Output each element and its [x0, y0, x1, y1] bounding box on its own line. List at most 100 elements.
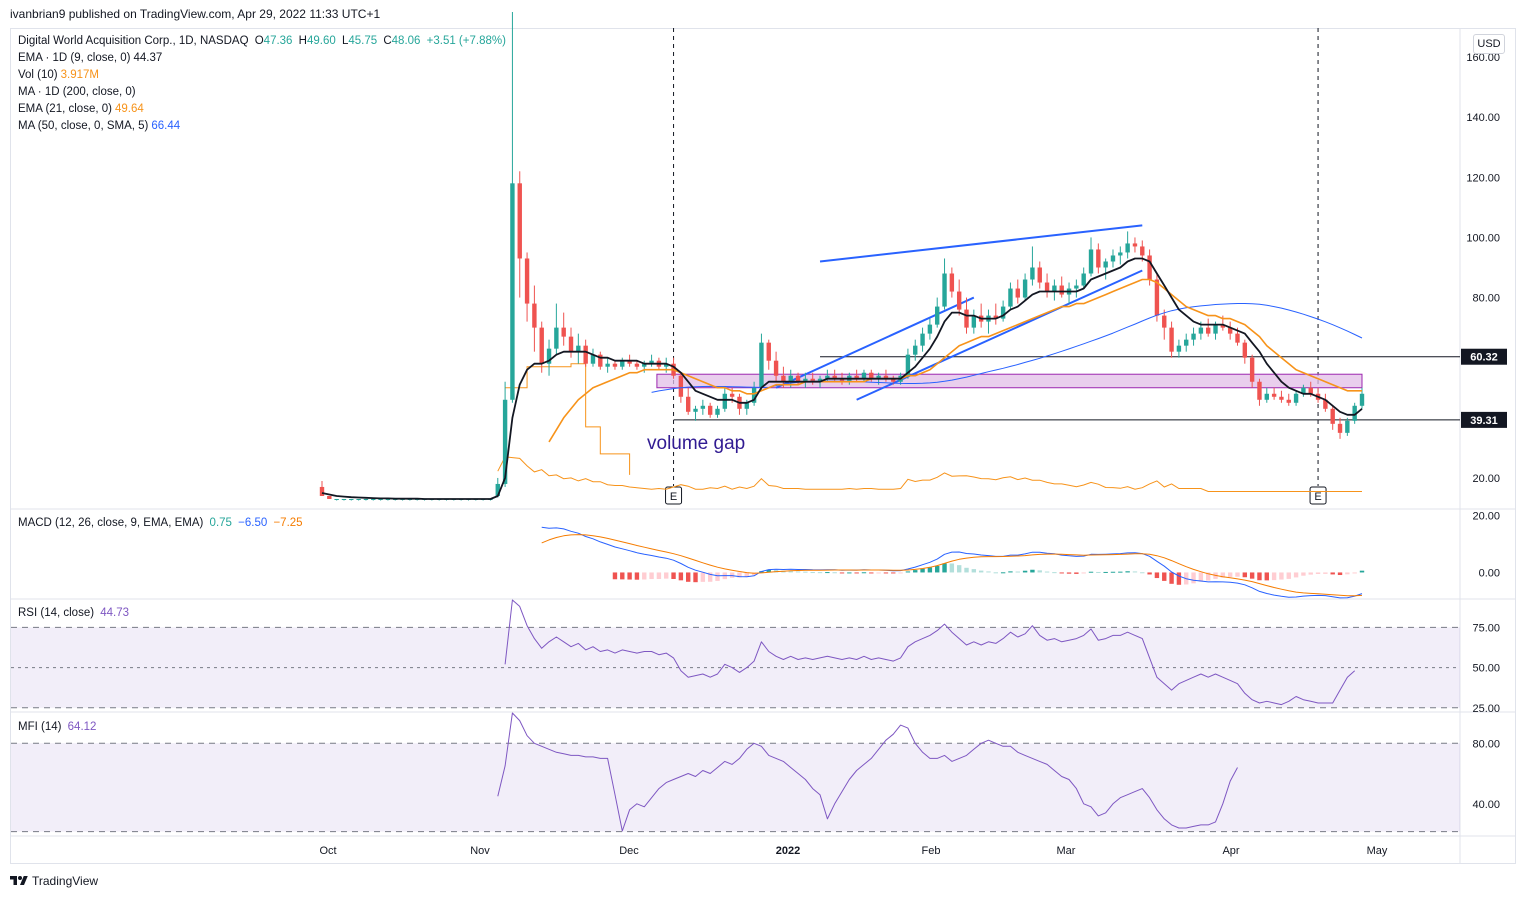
- candle: [341, 498, 347, 501]
- ema9-line: [321, 257, 1363, 500]
- mfi-legend[interactable]: MFI (14) 64.12: [18, 721, 96, 733]
- candle: [700, 399, 706, 415]
- candle: [1293, 390, 1299, 406]
- rsi-value: 44.73: [100, 607, 130, 619]
- macd-histogram-bar: [671, 572, 676, 580]
- macd-histogram-bar: [693, 572, 698, 583]
- candle: [561, 312, 566, 346]
- macd-histogram-bar: [825, 572, 830, 574]
- macd-histogram-bar: [1037, 570, 1042, 573]
- candle: [634, 360, 640, 370]
- candle-body: [1337, 423, 1343, 433]
- currency-button[interactable]: USD: [1473, 34, 1505, 54]
- ema9-legend[interactable]: EMA · 1D (9, close, 0) 44.37: [18, 52, 162, 64]
- macd-histogram-bar: [1220, 572, 1226, 578]
- candle: [1264, 387, 1269, 403]
- macd-histogram-bar: [810, 572, 815, 574]
- rsi-tick-label: 75.00: [1472, 622, 1500, 634]
- candle-body: [839, 378, 845, 382]
- candle: [1337, 417, 1343, 439]
- candle: [942, 258, 947, 310]
- earnings-marker-label: E: [1314, 491, 1321, 503]
- ma200-label: MA · 1D (200, close, 0): [18, 86, 136, 98]
- candle: [1352, 402, 1357, 424]
- high-value: 49.60: [306, 35, 336, 47]
- macd-histogram-bar: [1008, 571, 1013, 573]
- macd-histogram-bar: [1066, 572, 1072, 574]
- candle: [1154, 273, 1160, 322]
- candle: [927, 318, 933, 340]
- candle-body: [1279, 396, 1284, 400]
- volume-legend[interactable]: Vol (10) 3.917M: [18, 69, 99, 81]
- candle: [949, 267, 955, 298]
- candle: [598, 351, 603, 370]
- level-badge-label: 60.32: [1470, 352, 1498, 364]
- ema9-value: 44.37: [133, 52, 163, 64]
- candle: [1052, 279, 1057, 301]
- macd-signal-line: [541, 534, 1363, 597]
- macd-histogram-bar: [1337, 572, 1343, 576]
- candle-body: [883, 375, 889, 379]
- candle: [1257, 378, 1262, 406]
- macd-histogram-bar: [1140, 572, 1145, 574]
- candle: [524, 252, 530, 322]
- ema21-line: [548, 278, 1362, 443]
- ma200-legend[interactable]: MA · 1D (200, close, 0): [18, 86, 136, 98]
- chart-frame: [10, 28, 1516, 864]
- macd-histogram-bar: [1235, 572, 1240, 577]
- mfi-band: [11, 743, 1460, 832]
- macd-line: [541, 526, 1363, 599]
- candle: [861, 369, 867, 382]
- candle-body: [561, 327, 566, 337]
- macd-histogram-bar: [642, 572, 647, 580]
- candle: [737, 393, 742, 415]
- macd-histogram-bar: [1000, 572, 1006, 574]
- macd-histogram-bar: [707, 572, 713, 582]
- macd-histogram-bar: [1059, 572, 1064, 574]
- candle-body: [876, 375, 881, 379]
- macd-histogram-bar: [1110, 571, 1116, 573]
- candle: [356, 498, 361, 501]
- candle: [766, 339, 771, 370]
- macd-histogram-bar: [861, 572, 867, 574]
- candle: [854, 369, 859, 382]
- ma50-legend[interactable]: MA (50, close, 0, SMA, 5) 66.44: [18, 120, 180, 132]
- candle: [649, 354, 654, 367]
- candle-body: [1235, 333, 1240, 343]
- candles-layer: [319, 11, 1365, 501]
- candle-body: [795, 375, 801, 382]
- candle-body: [678, 375, 684, 397]
- macd-histogram-bar: [1293, 572, 1299, 578]
- candle: [1206, 318, 1211, 337]
- time-tick-label: Mar: [1057, 845, 1076, 857]
- macd-histogram-bar: [1279, 572, 1284, 580]
- time-tick-label: Feb: [922, 845, 941, 857]
- candle-body: [605, 363, 610, 367]
- candle-body: [612, 363, 618, 367]
- ema21-legend[interactable]: EMA (21, close, 0) 49.64: [18, 103, 144, 115]
- macd-histogram-bar: [913, 570, 918, 573]
- price-tick-label: 100.00: [1466, 232, 1500, 244]
- candle: [334, 498, 339, 501]
- change-value: +3.51 (+7.88%): [426, 35, 506, 47]
- close-label: C: [383, 35, 392, 47]
- time-tick-label: Apr: [1222, 845, 1239, 857]
- candle: [502, 381, 508, 487]
- price-tick-label: 120.00: [1466, 172, 1500, 184]
- macd-histogram-bar: [956, 565, 962, 573]
- footer-brand[interactable]: TradingView: [10, 874, 98, 888]
- level-badge: [1461, 411, 1507, 428]
- candle: [693, 405, 698, 421]
- macd-histogram-bar: [649, 572, 654, 580]
- candle-body: [1257, 381, 1262, 400]
- macd-histogram-bar: [1242, 572, 1248, 578]
- candle-body: [832, 375, 837, 379]
- candle-body: [869, 372, 874, 379]
- macd-legend[interactable]: MACD (12, 26, close, 9, EMA, EMA) 0.75 −…: [18, 517, 303, 529]
- rsi-legend[interactable]: RSI (14, close) 44.73: [18, 607, 129, 619]
- candle-body: [1103, 261, 1108, 268]
- candle-body: [1191, 333, 1196, 340]
- candle: [913, 339, 918, 361]
- symbol-title: Digital World Acquisition Corp., 1D, NAS…: [18, 35, 249, 47]
